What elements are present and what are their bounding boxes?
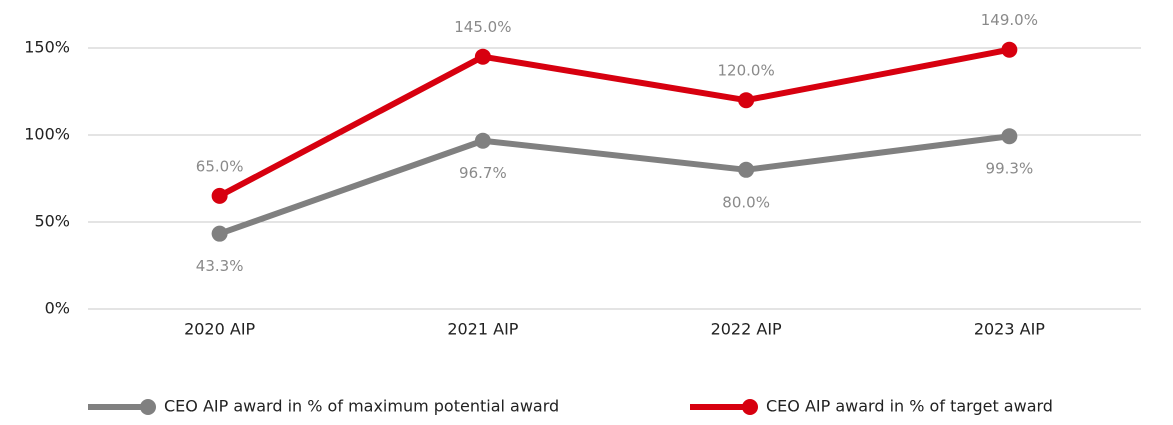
x-tick-label: 2021 AIP [447, 320, 518, 339]
x-tick-label: 2022 AIP [711, 320, 782, 339]
value-label: 145.0% [454, 18, 511, 36]
y-tick-label: 0% [45, 299, 70, 318]
value-label: 65.0% [196, 157, 244, 175]
data-point [474, 132, 491, 149]
value-label: 99.3% [986, 160, 1034, 178]
legend-label: CEO AIP award in % of maximum potential … [164, 397, 559, 416]
series-line [218, 133, 1010, 237]
data-point [1001, 128, 1018, 145]
value-label: 96.7% [459, 164, 507, 182]
legend-marker [742, 399, 758, 415]
y-tick-label: 50% [34, 212, 70, 231]
legend-label: CEO AIP award in % of target award [766, 397, 1053, 416]
data-point [738, 161, 755, 178]
data-point [474, 48, 491, 65]
legend-marker [140, 399, 156, 415]
value-label: 149.0% [981, 11, 1038, 29]
value-label: 43.3% [196, 257, 244, 275]
value-label: 80.0% [722, 193, 770, 211]
series-line [218, 46, 1010, 199]
data-point [211, 187, 228, 204]
data-point [738, 92, 755, 109]
y-tick-label: 100% [24, 125, 70, 144]
y-tick-label: 150% [24, 38, 70, 57]
x-tick-label: 2023 AIP [974, 320, 1045, 339]
x-tick-label: 2020 AIP [184, 320, 255, 339]
data-point [211, 225, 228, 242]
data-point [1001, 41, 1018, 58]
value-label: 120.0% [718, 62, 775, 80]
